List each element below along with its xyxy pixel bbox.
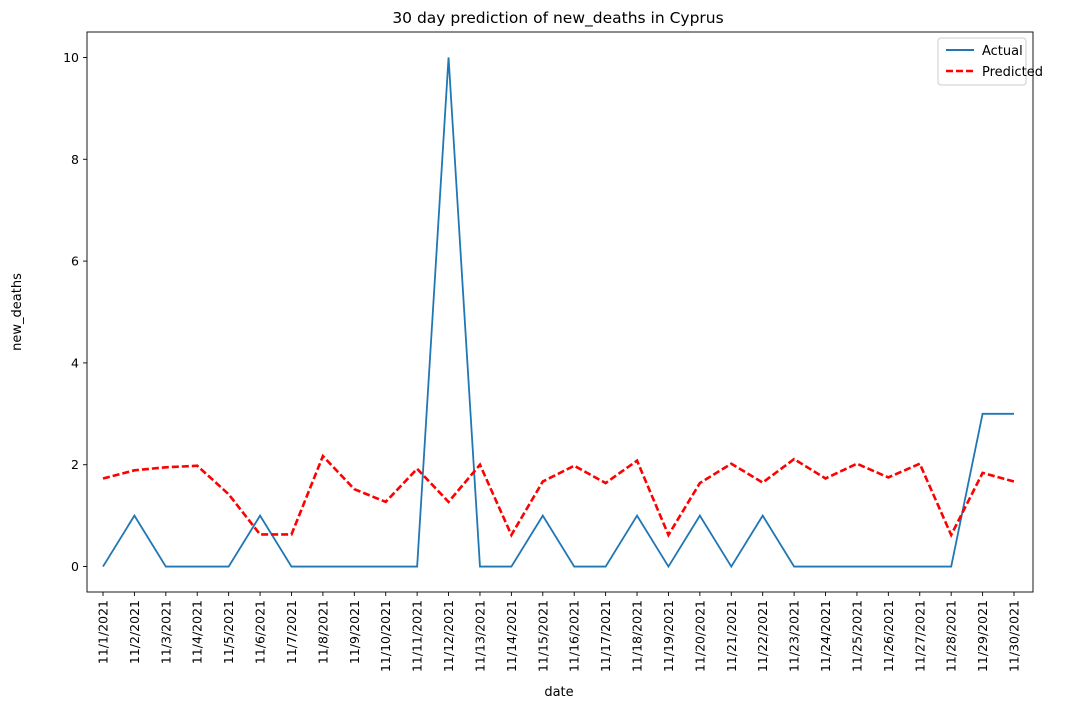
x-tick-label: 11/10/2021	[378, 600, 393, 672]
x-tick-label: 11/24/2021	[818, 600, 833, 672]
x-tick-label: 11/11/2021	[410, 600, 425, 672]
x-tick-label: 11/1/2021	[96, 600, 111, 664]
x-tick-label: 11/25/2021	[849, 600, 864, 672]
y-tick-label: 10	[63, 50, 79, 65]
chart-title: 30 day prediction of new_deaths in Cypru…	[392, 9, 723, 28]
series-line-actual	[102, 57, 1014, 569]
legend-label-actual: Actual	[982, 44, 1023, 59]
x-tick-label: 11/6/2021	[253, 600, 268, 664]
x-tick-label: 11/18/2021	[630, 600, 645, 672]
x-tick-label: 11/20/2021	[692, 600, 707, 672]
x-tick-label: 11/16/2021	[567, 600, 582, 672]
x-tick-label: 11/14/2021	[504, 600, 519, 672]
x-tick-label: 11/19/2021	[661, 600, 676, 672]
plot-area	[86, 31, 1034, 593]
series-layer	[102, 57, 1015, 569]
x-tick-label: 11/12/2021	[441, 600, 456, 672]
series-line-predicted	[102, 453, 1015, 539]
y-axis: 0 2 4 6 8 10	[63, 50, 87, 574]
x-tick-label: 11/17/2021	[598, 600, 613, 672]
x-tick-label: 11/13/2021	[472, 600, 487, 672]
y-tick-label: 0	[71, 559, 79, 574]
x-tick-label: 11/7/2021	[284, 600, 299, 664]
legend: Actual Predicted	[937, 37, 1043, 86]
legend-label-predicted: Predicted	[982, 65, 1043, 80]
x-tick-label: 11/2/2021	[127, 600, 142, 664]
y-tick-label: 6	[71, 254, 79, 269]
x-tick-label: 11/8/2021	[315, 600, 330, 664]
x-tick-label: 11/3/2021	[158, 600, 173, 664]
x-tick-label: 11/26/2021	[881, 600, 896, 672]
x-tick-label: 11/22/2021	[755, 600, 770, 672]
x-axis: 11/1/2021 11/2/2021 11/3/2021 11/4/2021 11/5…	[96, 592, 1022, 672]
y-axis-title: new_deaths	[10, 273, 25, 351]
y-tick-label: 2	[71, 457, 79, 472]
x-tick-label: 11/5/2021	[221, 600, 236, 664]
x-axis-title: date	[544, 685, 573, 700]
x-tick-label: 11/30/2021	[1007, 600, 1022, 672]
x-tick-label: 11/29/2021	[975, 600, 990, 672]
x-tick-label: 11/21/2021	[724, 600, 739, 672]
x-tick-label: 11/15/2021	[535, 600, 550, 672]
x-tick-label: 11/4/2021	[190, 600, 205, 664]
y-tick-label: 4	[71, 355, 79, 370]
x-tick-label: 11/9/2021	[347, 600, 362, 664]
y-tick-label: 8	[71, 152, 79, 167]
x-tick-label: 11/23/2021	[787, 600, 802, 672]
x-tick-label: 11/28/2021	[944, 600, 959, 672]
x-tick-label: 11/27/2021	[912, 600, 927, 672]
